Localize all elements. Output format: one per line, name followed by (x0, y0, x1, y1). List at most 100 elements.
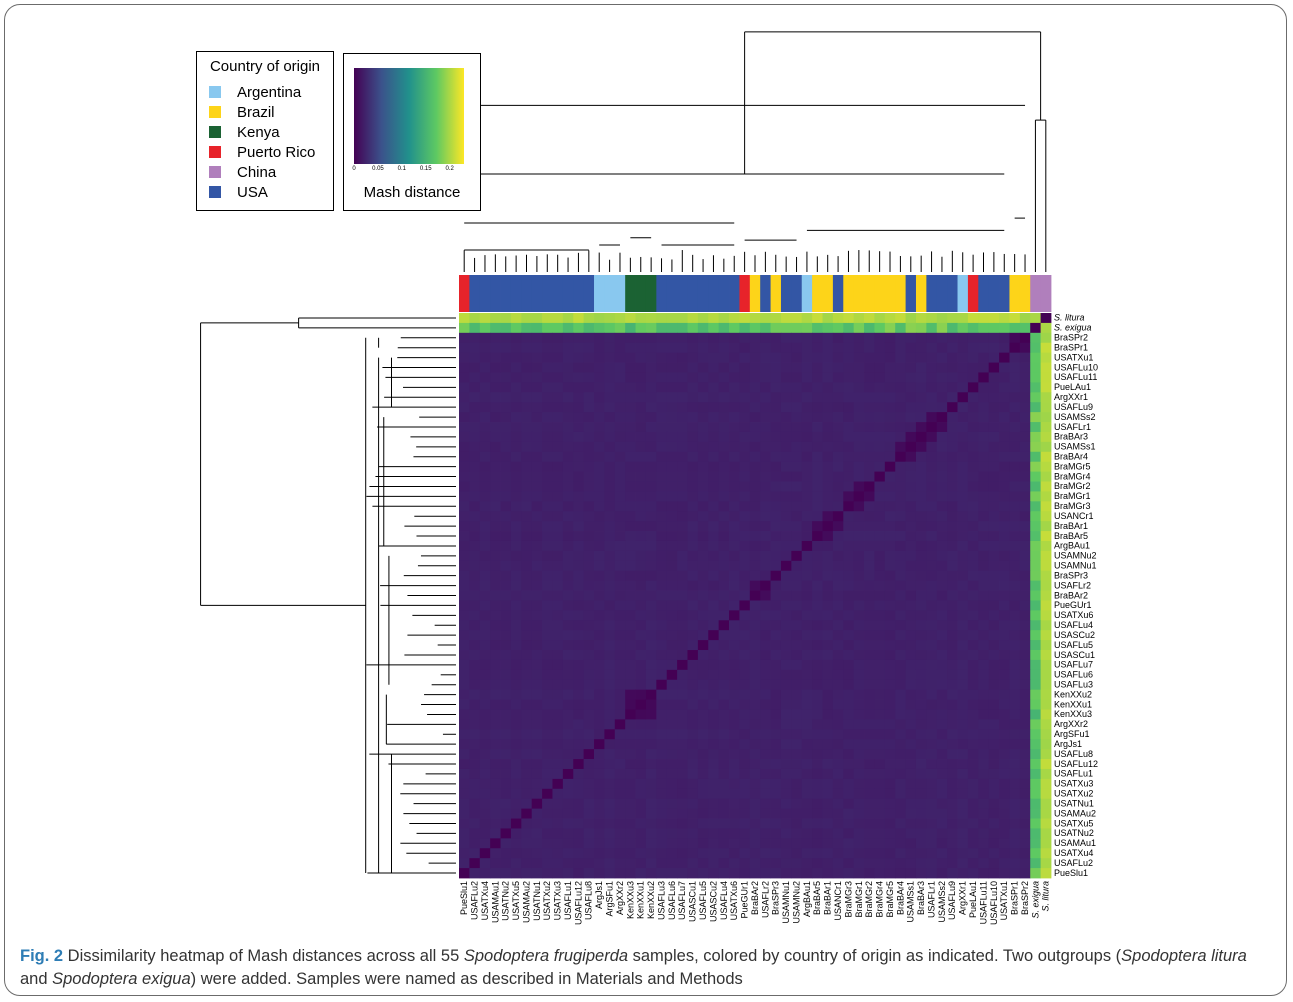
heatmap-cell (1009, 699, 1021, 710)
heatmap-cell (479, 392, 491, 403)
heatmap-cell (739, 392, 751, 403)
heatmap-cell (978, 511, 990, 522)
heatmap-cell (926, 501, 938, 512)
heatmap-cell (936, 550, 948, 562)
heatmap-cell (687, 590, 699, 601)
heatmap-cell (988, 689, 1000, 700)
heatmap-cell (500, 828, 512, 839)
row-label: BraMGr3 (1054, 501, 1091, 511)
heatmap-cell (988, 392, 1000, 403)
heatmap-cell (967, 412, 979, 423)
heatmap-cell (614, 431, 626, 443)
heatmap-cell (739, 798, 751, 810)
heatmap-cell (770, 759, 782, 770)
heatmap-cell (749, 511, 761, 522)
heatmap-cell (459, 838, 470, 849)
heatmap-cell (915, 640, 927, 651)
heatmap-cell (635, 422, 647, 433)
row-label: USAFLu1 (1054, 769, 1093, 779)
heatmap-cell (999, 808, 1010, 819)
heatmap-cell (1040, 491, 1052, 502)
heatmap-cell (936, 808, 948, 819)
heatmap-cell (895, 788, 906, 800)
heatmap-cell (884, 798, 896, 810)
heatmap-cell (708, 511, 720, 522)
heatmap-cell (635, 689, 647, 700)
heatmap-cell (864, 679, 875, 691)
heatmap-cell (812, 451, 823, 463)
heatmap-cell (999, 332, 1010, 344)
heatmap-cell (614, 560, 626, 572)
heatmap-cell (635, 828, 647, 839)
heatmap-cell (500, 392, 512, 403)
heatmap-cell (1040, 709, 1052, 720)
row-label: USATNu1 (1054, 798, 1094, 808)
heatmap-cell (656, 392, 668, 403)
heatmap-cell (936, 342, 948, 354)
heatmap-cell (978, 600, 990, 611)
heatmap-cell (988, 511, 1000, 522)
heatmap-cell (1009, 778, 1021, 790)
heatmap-cell (562, 521, 574, 532)
heatmap-cell (729, 540, 740, 552)
heatmap-cell (490, 580, 501, 591)
heatmap-cell (697, 511, 709, 522)
heatmap-cell (1019, 471, 1031, 482)
heatmap-cell (666, 441, 678, 453)
heatmap-cell (780, 719, 792, 730)
heatmap-cell (915, 412, 927, 423)
heatmap-cell (635, 768, 647, 780)
heatmap-cell (469, 501, 481, 512)
heatmap-cell (915, 322, 927, 334)
heatmap-cell (874, 848, 886, 859)
heatmap-cell (708, 322, 720, 334)
heatmap-cell (542, 441, 553, 453)
heatmap-cell (812, 491, 823, 502)
heatmap-cell (583, 699, 595, 710)
heatmap-cell (656, 580, 668, 591)
heatmap-cell (614, 848, 626, 859)
heatmap-cell (510, 679, 522, 691)
heatmap-cell (521, 838, 533, 849)
heatmap-cell (760, 531, 771, 542)
heatmap-cell (625, 402, 636, 413)
heatmap-cell (832, 540, 844, 552)
heatmap-cell (635, 630, 647, 641)
heatmap-cell (625, 481, 636, 492)
heatmap-cell (864, 709, 875, 720)
heatmap-cell (905, 759, 917, 770)
heatmap-cell (822, 491, 834, 502)
heatmap-cell (708, 540, 720, 552)
heatmap-cell (531, 798, 543, 810)
heatmap-cell (604, 739, 616, 750)
heatmap-cell (988, 550, 1000, 562)
heatmap-cell (562, 431, 574, 443)
heatmap-cell (874, 511, 886, 522)
heatmap-cell (531, 778, 543, 790)
row-label: USAFLr1 (1054, 422, 1091, 432)
heatmap-cell (718, 669, 730, 681)
heatmap-cell (614, 689, 626, 700)
heatmap-cell (573, 521, 585, 532)
heatmap-cell (895, 441, 906, 453)
heatmap-cell (708, 501, 720, 512)
heatmap-cell (905, 679, 917, 691)
heatmap-cell (687, 431, 699, 443)
heatmap-cell (978, 521, 990, 532)
heatmap-cell (770, 491, 782, 502)
heatmap-cell (614, 451, 626, 463)
heatmap-cell (864, 451, 875, 463)
heatmap-cell (749, 788, 761, 800)
heatmap-cell (718, 838, 730, 849)
heatmap-cell (936, 848, 948, 859)
heatmap-cell (915, 679, 927, 691)
heatmap-cell (490, 521, 501, 532)
heatmap-cell (843, 362, 855, 373)
heatmap-cell (697, 620, 709, 631)
heatmap-cell (864, 798, 875, 810)
heatmap-cell (614, 322, 626, 334)
heatmap-cell (552, 749, 564, 760)
heatmap-cell (978, 828, 990, 839)
heatmap-cell (666, 749, 678, 760)
heatmap-cell (656, 729, 668, 740)
